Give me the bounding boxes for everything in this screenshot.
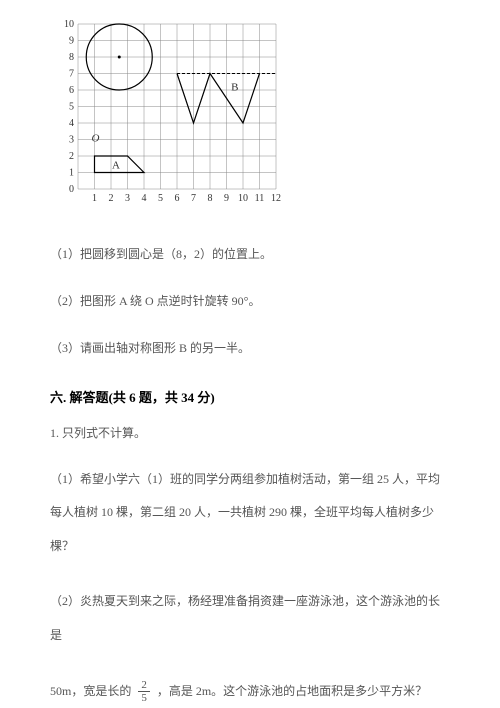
svg-text:9: 9 xyxy=(224,193,229,204)
svg-text:5: 5 xyxy=(69,102,74,113)
svg-text:3: 3 xyxy=(69,135,74,146)
svg-text:A: A xyxy=(112,159,120,171)
svg-text:7: 7 xyxy=(69,69,74,80)
svg-text:8: 8 xyxy=(69,52,74,63)
grid-svg: 123456789101112012345678910OAB xyxy=(60,20,290,215)
svg-text:1: 1 xyxy=(69,168,74,179)
svg-text:4: 4 xyxy=(142,193,147,204)
question-1: （1）把圆移到圆心是（8，2）的位置上。 xyxy=(50,245,450,264)
problem-1-2-part2a: 50m，宽是长的 xyxy=(50,684,131,698)
fraction-numerator: 2 xyxy=(138,679,150,692)
svg-text:6: 6 xyxy=(175,193,180,204)
coordinate-grid-figure: 123456789101112012345678910OAB xyxy=(60,20,450,220)
svg-text:2: 2 xyxy=(69,151,74,162)
svg-text:2: 2 xyxy=(109,193,114,204)
svg-text:O: O xyxy=(92,133,100,145)
problem-1-2-part2b: ，高是 2m。这个游泳池的占地面积是多少平方米？ xyxy=(157,684,427,698)
svg-text:10: 10 xyxy=(238,193,248,204)
svg-text:11: 11 xyxy=(255,193,265,204)
svg-text:8: 8 xyxy=(208,193,213,204)
svg-text:B: B xyxy=(231,82,238,94)
svg-text:9: 9 xyxy=(69,36,74,47)
fraction-2-5: 2 5 xyxy=(138,679,150,704)
svg-text:4: 4 xyxy=(69,118,74,129)
fraction-denominator: 5 xyxy=(138,692,150,704)
svg-text:5: 5 xyxy=(158,193,163,204)
problem-1-2-line1: （2）炎热夏天到来之际，杨经理准备捐资建一座游泳池，这个游泳池的长是 xyxy=(50,585,450,652)
svg-text:10: 10 xyxy=(64,20,74,30)
svg-text:3: 3 xyxy=(125,193,130,204)
svg-text:12: 12 xyxy=(271,193,281,204)
question-3: （3）请画出轴对称图形 B 的另一半。 xyxy=(50,339,450,358)
problem-1-1: （1）希望小学六（1）班的同学分两组参加植树活动，第一组 25 人，平均每人植树… xyxy=(50,463,450,564)
svg-text:1: 1 xyxy=(92,193,97,204)
svg-text:0: 0 xyxy=(69,184,74,195)
problem-1-number: 1. 只列式不计算。 xyxy=(50,424,450,441)
svg-text:7: 7 xyxy=(191,193,196,204)
question-2: （2）把图形 A 绕 O 点逆时针旋转 90°。 xyxy=(50,292,450,311)
problem-1-2-line2: 50m，宽是长的 2 5 ，高是 2m。这个游泳池的占地面积是多少平方米？ xyxy=(50,675,450,708)
section-6-header: 六. 解答题(共 6 题，共 34 分) xyxy=(50,387,450,406)
svg-text:6: 6 xyxy=(69,85,74,96)
